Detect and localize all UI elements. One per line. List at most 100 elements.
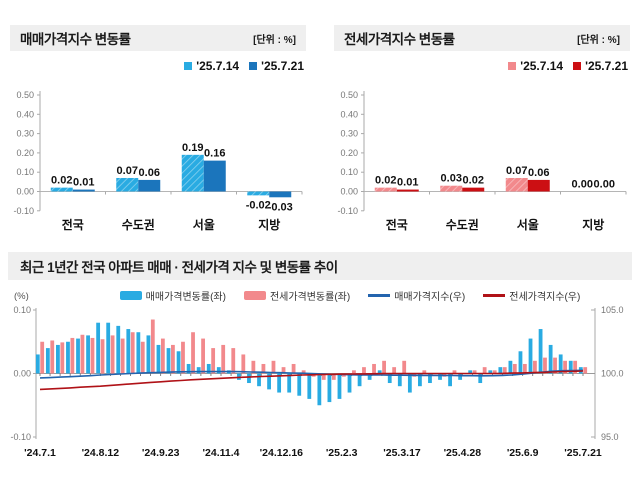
bar	[156, 344, 161, 374]
chart-text: '25.6.9	[507, 447, 539, 459]
chart-text: 0.02	[463, 175, 484, 187]
legend-item: 전세가격지수(우)	[483, 288, 580, 303]
bar	[136, 332, 141, 374]
chart-text: '24.9.23	[142, 447, 180, 459]
chart-text: 수도권	[446, 218, 479, 232]
bar	[281, 367, 286, 374]
chart-text: '25.4.28	[444, 447, 482, 459]
bar	[50, 340, 55, 374]
bar	[527, 179, 550, 192]
bar	[347, 373, 352, 393]
chart-text: -0.03	[268, 201, 293, 213]
bar	[203, 160, 226, 192]
bar	[518, 351, 523, 374]
bar	[241, 354, 246, 374]
bar	[96, 322, 101, 374]
legend-bar-swatch-icon	[119, 290, 142, 300]
bar	[277, 373, 282, 393]
chart-text: 0.02	[375, 175, 396, 187]
sale-panel-header: 매매가격지수 변동률 [단위 : %]	[10, 25, 306, 51]
chart-text: 0.40	[340, 109, 358, 119]
chart-text: 0.10	[340, 167, 358, 177]
bar	[216, 367, 221, 374]
legend-swatch-icon	[573, 62, 582, 70]
bar	[382, 360, 386, 374]
bar	[352, 370, 356, 374]
chart-text: -0.10	[10, 432, 31, 442]
bar	[110, 335, 115, 374]
bar	[438, 373, 442, 380]
jeonse-legend: '25.7.14 '25.7.21	[334, 59, 630, 73]
chart-text: 0.01	[397, 177, 418, 189]
bar	[297, 373, 302, 396]
bar	[418, 373, 422, 387]
legend-swatch-icon	[184, 62, 193, 70]
bar	[505, 177, 528, 192]
bar	[448, 373, 452, 387]
bar	[533, 360, 537, 374]
legend-item: '25.7.14	[184, 59, 239, 73]
chart-text: '24.8.12	[82, 447, 120, 459]
bar	[452, 370, 457, 374]
bar	[357, 373, 362, 387]
legend-line-swatch-icon	[368, 293, 391, 297]
bar	[558, 354, 563, 374]
bar	[482, 367, 487, 374]
chart-text: 0.10	[16, 167, 34, 177]
legend-swatch-icon	[249, 62, 258, 70]
chart-text: 지방	[258, 217, 280, 232]
bar	[440, 185, 463, 192]
bar	[72, 189, 95, 192]
bar	[251, 360, 256, 374]
bar	[116, 177, 139, 192]
bar	[374, 187, 397, 192]
bar	[181, 154, 204, 192]
chart-text: 0.07	[506, 165, 527, 177]
chart-text: 수도권	[122, 218, 155, 232]
chart-text: 0.01	[73, 177, 94, 189]
chart-text: 0.00	[340, 187, 358, 197]
bar	[472, 370, 477, 374]
bar	[512, 363, 517, 374]
legend-item: '25.7.21	[249, 59, 304, 73]
index-line	[39, 369, 584, 379]
legend-item: 매매가격지수(우)	[368, 288, 465, 303]
chart-text: 0.10	[13, 305, 31, 315]
legend-label: 전세가격변동률(좌)	[269, 291, 351, 303]
bar	[70, 337, 75, 374]
bar	[488, 370, 493, 374]
chart-text: 0.16	[204, 148, 225, 160]
bar	[331, 373, 336, 380]
trend-panel-title: 최근 1년간 전국 아파트 매매 · 전세가격 지수 및 변동률 추이	[20, 260, 338, 275]
bar	[548, 344, 553, 374]
bar	[372, 363, 376, 374]
bar	[126, 329, 131, 374]
chart-text: 0.19	[182, 142, 203, 154]
trend-combo-chart: 0.10 0.00 -0.10 105.0 100.0 95.0 '24.7.1 '24.8.…	[10, 305, 623, 459]
bar	[291, 363, 296, 374]
legend-item: 전세가격변동률(좌)	[243, 288, 351, 303]
chart-text: 0.07	[117, 165, 138, 177]
chart-text: 0.50	[16, 90, 34, 100]
chart-text: 0.30	[16, 129, 34, 139]
bar	[86, 335, 90, 374]
bar	[201, 338, 205, 374]
bar	[462, 187, 485, 192]
bar	[543, 357, 547, 374]
jeonse-unit-label: [단위 : %]	[577, 34, 620, 46]
bar	[337, 373, 342, 399]
bar	[267, 373, 271, 390]
chart-text: 0.06	[528, 167, 549, 179]
legend-item: 매매가격변동률(좌)	[119, 288, 226, 303]
legend-label: '25.7.14	[520, 59, 564, 73]
chart-text: 서울	[193, 217, 215, 232]
bar	[261, 363, 266, 374]
bar	[247, 373, 251, 384]
legend-label: 매매가격변동률(좌)	[145, 291, 226, 303]
bar	[269, 191, 292, 198]
legend-swatch-icon	[508, 62, 517, 70]
legend-item: '25.7.21	[573, 59, 628, 73]
bar	[387, 373, 392, 384]
legend-bar-swatch-icon	[243, 290, 266, 300]
